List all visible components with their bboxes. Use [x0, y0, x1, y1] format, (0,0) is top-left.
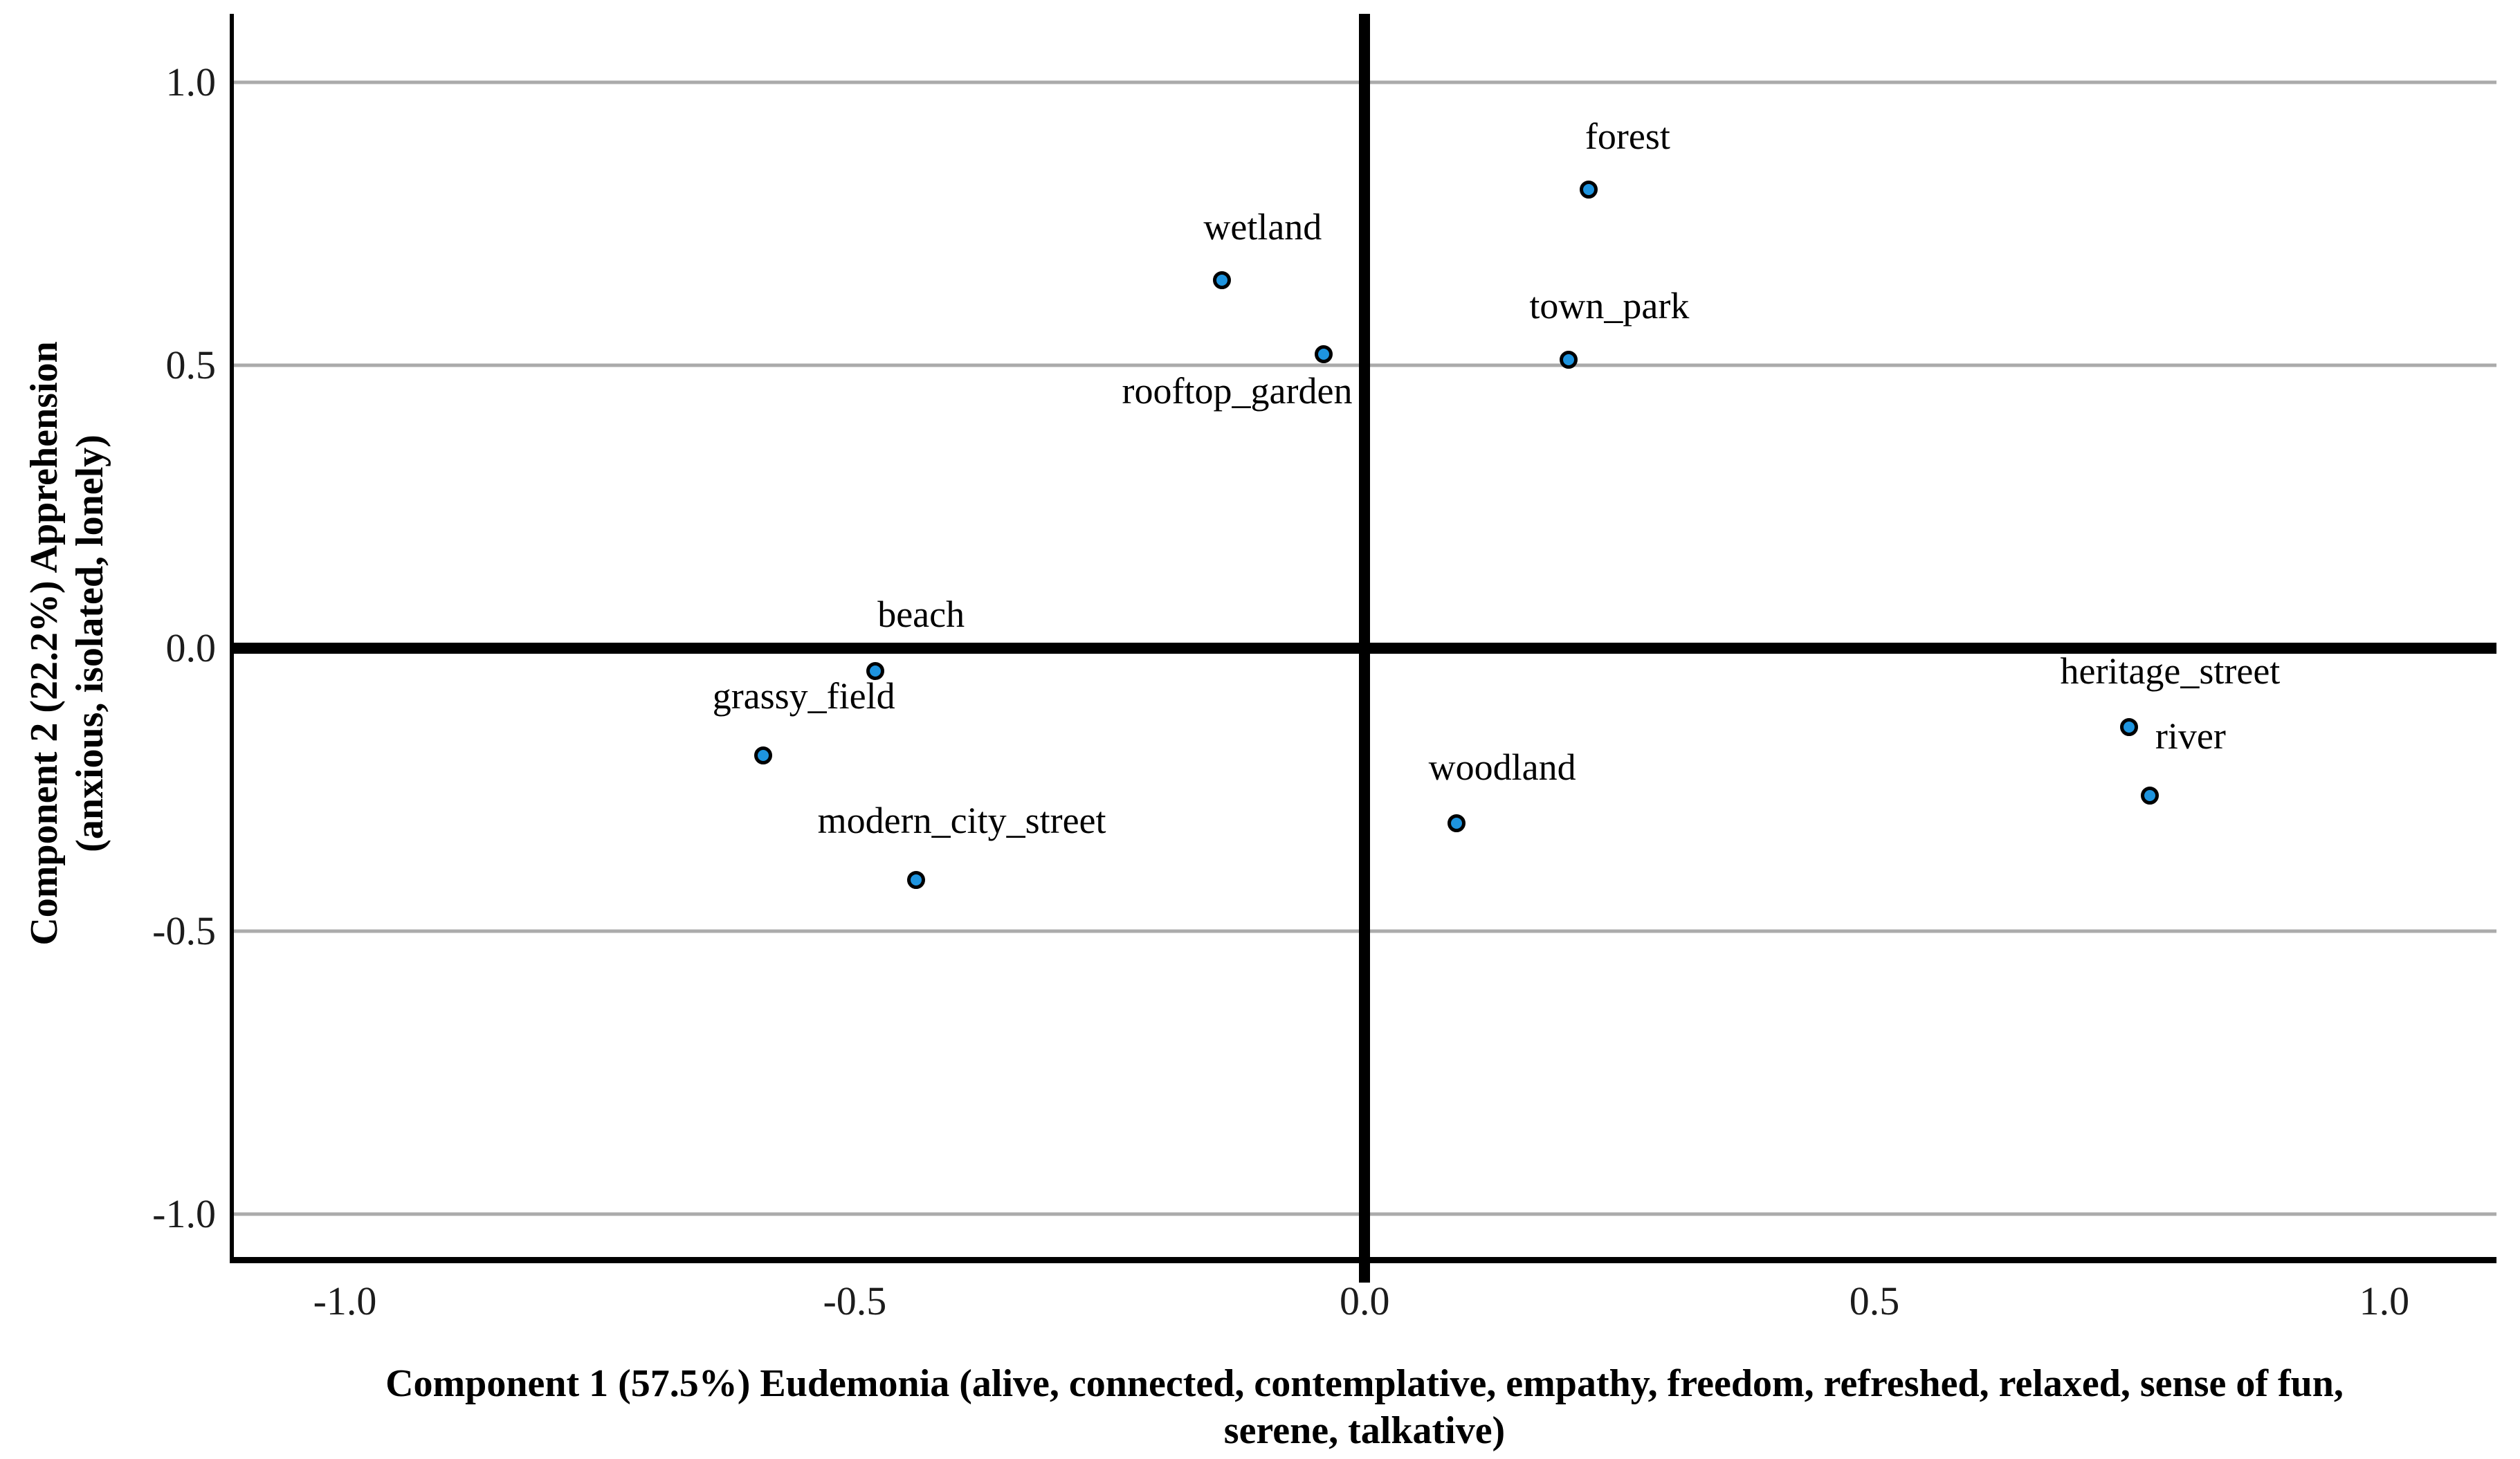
data-point-grassy_field: [754, 746, 772, 765]
data-point-label-woodland: woodland: [1428, 746, 1576, 788]
data-point-heritage_street: [2120, 718, 2139, 737]
data-point-label-modern_city_street: modern_city_street: [817, 800, 1106, 842]
data-point-label-river: river: [2155, 715, 2226, 757]
data-point-river: [2140, 786, 2159, 805]
data-point-rooftop_garden: [1315, 345, 1333, 363]
x-tick-label-0.5: 0.5: [1849, 1278, 1900, 1323]
x-axis-title: Component 1 (57.5%) Eudemonia (alive, co…: [385, 1360, 2344, 1454]
reference-line-y0: [230, 642, 2496, 654]
data-point-modern_city_street: [906, 871, 925, 890]
data-point-label-town_park: town_park: [1529, 285, 1690, 327]
data-point-wetland: [1212, 271, 1231, 290]
x-tick-label-1.0: 1.0: [2359, 1278, 2410, 1323]
data-point-beach: [866, 661, 884, 680]
y-axis-title-line2: (anxious, isolated, lonely): [69, 434, 111, 852]
data-point-label-heritage_street: heritage_street: [2060, 650, 2281, 692]
x-tick-label--0.5: -0.5: [823, 1278, 887, 1323]
data-point-label-forest: forest: [1585, 115, 1670, 157]
data-point-label-grassy_field: grassy_field: [712, 675, 895, 717]
y-tick-label-1.0: 1.0: [165, 59, 217, 104]
data-point-label-beach: beach: [877, 593, 965, 635]
data-point-forest: [1580, 181, 1598, 199]
data-point-label-rooftop_garden: rooftop_garden: [1122, 369, 1353, 412]
x-tick-label--1.0: -1.0: [313, 1278, 377, 1323]
data-point-woodland: [1447, 814, 1466, 833]
x-tick-label-0.0: 0.0: [1339, 1278, 1390, 1323]
y-tick-label--1.0: -1.0: [152, 1191, 216, 1236]
y-tick-label-0.5: 0.5: [165, 342, 217, 387]
x-axis-title-line1: Component 1 (57.5%) Eudemonia (alive, co…: [385, 1362, 2344, 1405]
y-axis-line: [230, 14, 234, 1263]
y-tick-label-0.0: 0.0: [165, 625, 217, 670]
data-point-town_park: [1559, 350, 1578, 369]
y-axis-title-line1: Component 2 (22.2%) Apprehension: [23, 341, 66, 946]
y-tick-label--0.5: -0.5: [152, 908, 216, 953]
x-axis-title-line2: serene, talkative): [1223, 1409, 1506, 1452]
data-point-label-wetland: wetland: [1203, 205, 1322, 248]
y-axis-title: Component 2 (22.2%) Apprehension (anxiou…: [21, 90, 113, 1197]
